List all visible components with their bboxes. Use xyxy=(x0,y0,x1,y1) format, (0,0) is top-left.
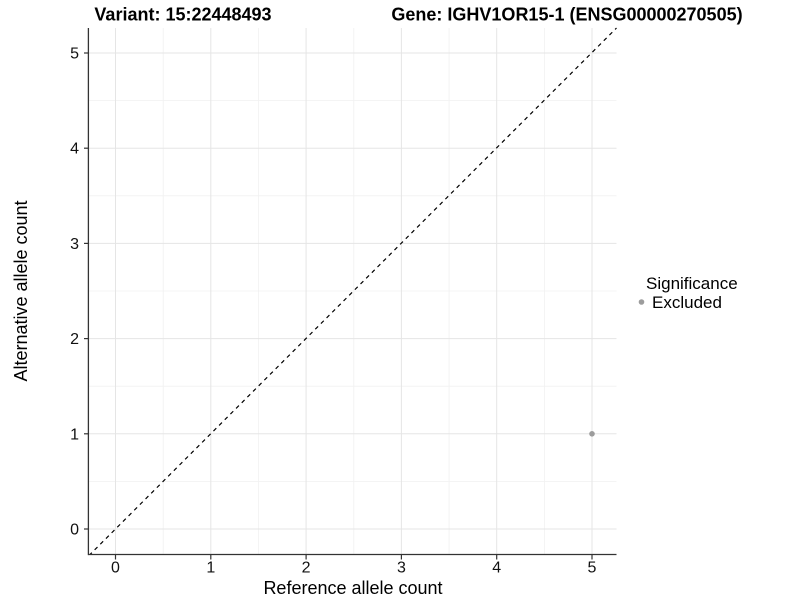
y-axis-tick-labels: 0 1 2 3 4 5 xyxy=(70,46,79,539)
x-tick-label: 1 xyxy=(206,560,215,577)
y-axis-title: Alternative allele count xyxy=(11,200,31,381)
gene-title: Gene: IGHV1OR15-1 (ENSG00000270505) xyxy=(391,5,742,25)
x-tick-label: 2 xyxy=(302,560,311,577)
x-tick-label: 5 xyxy=(588,560,597,577)
legend-label-excluded: Excluded xyxy=(652,293,722,312)
y-tick-label: 0 xyxy=(70,522,79,539)
x-tick-marks xyxy=(114,555,593,560)
x-tick-label: 3 xyxy=(397,560,406,577)
y-tick-label: 1 xyxy=(70,426,79,443)
x-axis-tick-labels: 0 1 2 3 4 5 xyxy=(111,560,597,577)
x-axis-title: Reference allele count xyxy=(263,578,442,598)
x-tick-label: 0 xyxy=(111,560,120,577)
y-tick-marks xyxy=(84,52,89,530)
legend-title: Significance xyxy=(646,274,738,293)
legend: Significance Excluded xyxy=(638,274,738,312)
y-tick-label: 4 xyxy=(70,141,79,158)
legend-marker-excluded-icon xyxy=(638,299,645,305)
y-tick-label: 2 xyxy=(70,331,79,348)
data-point-excluded xyxy=(589,431,595,437)
grid-minor xyxy=(89,28,617,555)
variant-title: Variant: 15:22448493 xyxy=(94,5,271,25)
x-tick-label: 4 xyxy=(492,560,501,577)
y-tick-label: 3 xyxy=(70,236,79,253)
grid-major xyxy=(89,28,617,555)
y-tick-label: 5 xyxy=(70,46,79,63)
